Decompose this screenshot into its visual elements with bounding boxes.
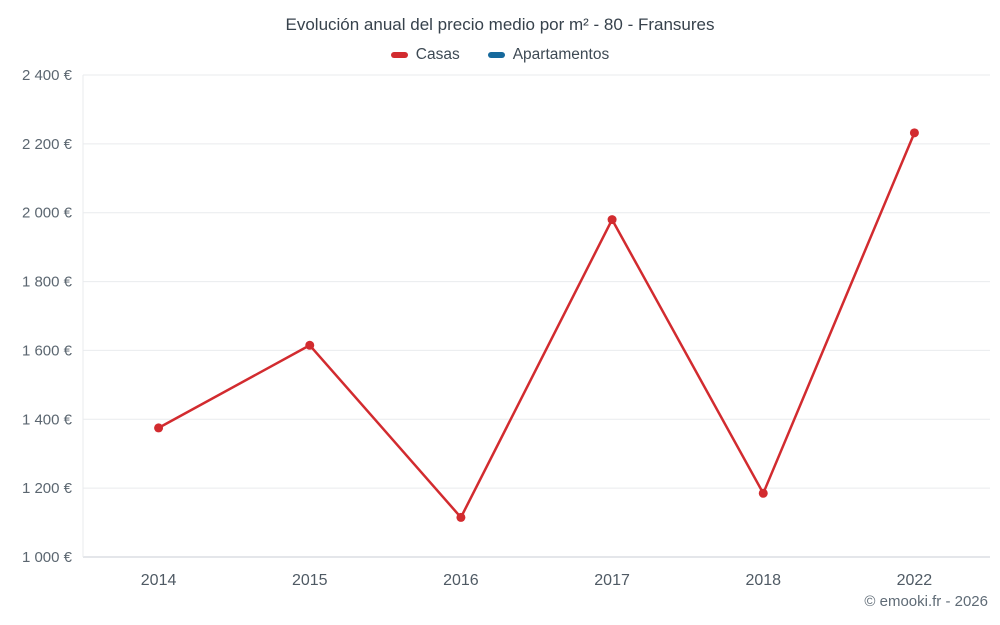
legend-swatch-apartamentos-icon [487,52,505,58]
y-axis-label: 1 600 € [22,342,73,359]
legend-swatch-casas-icon [390,52,408,58]
data-point-casas-2022[interactable] [909,128,919,138]
x-axis-label: 2015 [292,572,328,589]
y-axis-label: 1 000 € [22,549,73,566]
y-axis-label: 1 200 € [22,480,73,497]
x-axis-label: 2022 [897,572,933,589]
x-axis-label: 2018 [745,572,781,589]
legend-label-casas: Casas [415,46,460,63]
copyright-credit: © emooki.fr - 2026 [864,593,988,610]
legend-item-apartamentos[interactable]: Apartamentos [487,46,610,64]
x-axis-label: 2017 [594,572,630,589]
y-axis-label: 2 000 € [22,205,73,222]
y-axis-label: 1 400 € [22,411,73,428]
x-axis-label: 2014 [141,572,177,589]
y-axis-label: 2 200 € [22,136,73,153]
y-axis-label: 2 400 € [22,67,73,84]
x-axis-label: 2016 [443,572,479,589]
data-point-casas-2016[interactable] [456,512,466,522]
data-point-casas-2014[interactable] [154,423,164,433]
y-axis-label: 1 800 € [22,274,73,291]
legend-item-casas[interactable]: Casas [390,46,460,64]
data-point-casas-2017[interactable] [607,215,617,225]
legend-label-apartamentos: Apartamentos [512,46,610,63]
chart-legend: Casas Apartamentos [0,46,1000,64]
data-point-casas-2015[interactable] [305,340,315,350]
series-line-casas [157,131,916,519]
chart-title: Evolución anual del precio medio por m² … [285,15,715,34]
data-point-casas-2018[interactable] [758,488,768,498]
